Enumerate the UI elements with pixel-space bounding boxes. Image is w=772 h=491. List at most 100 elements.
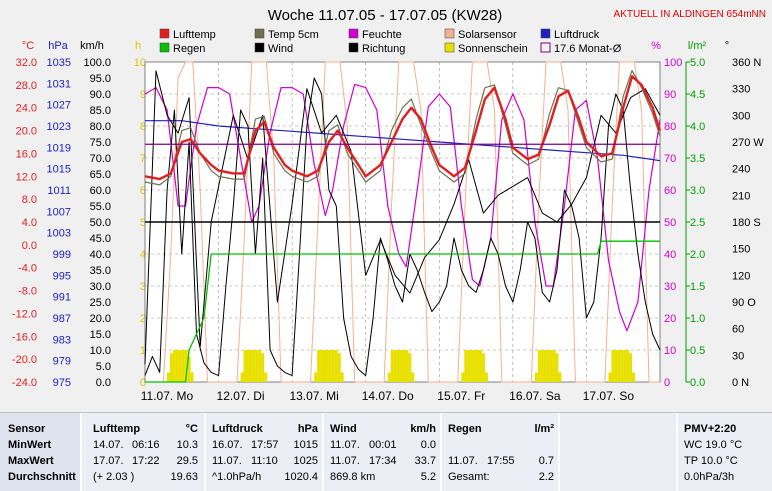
sun-tick-label: 1 [140,345,146,357]
pmv-header: PMV+2:20 [684,423,737,435]
wind-distance: 869.8 km [330,471,376,483]
x-tick-label: 14.07. Do [362,389,414,403]
sunshine-bar [617,350,621,382]
lufttemp-max-value: 29.5 [176,455,198,467]
plot-area [144,61,662,383]
sunshine-bar [240,372,244,382]
wind-min-date: 11.07. [330,439,360,451]
wind-tick-label: 35.0 [90,265,111,277]
sunshine-bar [393,350,397,382]
sunshine-bar [402,350,406,382]
luftdruck-max-value: 1025 [293,455,318,467]
wind-tick-label: 95.0 [90,73,111,85]
sunshine-bar [314,372,318,382]
rain-tick-label: 2.5 [690,217,705,229]
legend-label: Sonnenschein [458,43,528,55]
legend-label: Wind [268,43,293,55]
wind-tick-label: 100.0 [83,57,111,69]
legend-swatch [348,42,359,53]
rain-tick-label: 5.0 [690,57,705,69]
sun-tick-label: 7 [140,153,146,165]
legend: Lufttemp Temp 5cm Feuchte Solarsensor Luftdr… [159,28,622,55]
series-temp [144,75,662,181]
percent-tick-label: 60 [664,185,676,197]
sunshine-bar [172,350,176,382]
temp-tick-label: -8.0 [18,286,37,298]
sunshine-bar [470,350,474,382]
regen-max-value: 0.7 [538,455,554,467]
series-rain [145,240,660,383]
percent-tick-label: 30 [664,281,676,293]
sunshine-bar [317,350,321,382]
sunshine-bar [623,350,627,382]
pressure-tick-label: 995 [53,270,71,282]
sunshine-bar [328,350,332,382]
lufttemp-min-date: 14.07. [93,439,124,451]
sunshine-bar [555,353,559,382]
sunshine-bar [537,350,541,382]
luftdruck-max-time: 11:10 [251,455,278,467]
sunshine-bar [181,350,185,382]
series-dir [144,70,661,365]
temp-tick-label: 16.0 [16,148,37,160]
percent-tick-label: 70 [664,153,676,165]
x-tick-label: 15.07. Fr [437,389,485,403]
wind-tick-label: 65.0 [90,169,111,181]
sun-tick-label: 8 [140,121,146,133]
legend-swatch [254,42,265,53]
regen-max-date: 11.07. [448,455,478,467]
temp-tick-label: 8.0 [22,194,37,206]
rain-tick-label: 1.0 [690,313,705,325]
rain-tick-label: 2.0 [690,249,705,261]
sunshine-bar [411,372,415,382]
sun-tick-label: 10 [134,57,146,69]
sunshine-bar [387,372,391,382]
wind-avg-value: 5.2 [420,471,436,483]
sunshine-bar [629,353,633,382]
direction-tick-label: 120 [732,270,750,282]
sunshine-bar [481,353,485,382]
pmv-pressure-trend: 0.0hPa/3h [684,471,735,483]
lufttemp-unit: °C [185,423,198,435]
wind-axis-unit: km/h [80,40,104,52]
legend-label: Luftdruck [554,29,600,41]
direction-tick-label: 300 [732,110,750,122]
pressure-tick-label: 1015 [47,164,71,176]
sunshine-bar [178,350,182,382]
wind-tick-label: 5.0 [96,361,111,373]
percent-tick-label: 10 [664,345,676,357]
sunshine-bar [620,350,624,382]
wind-tick-label: 15.0 [90,329,111,341]
temp-tick-label: 28.0 [16,80,37,92]
direction-tick-label: 210 [732,190,750,202]
rain-tick-label: 0.0 [690,377,705,389]
x-tick-label: 13.07. Mi [289,389,338,403]
legend-label: Regen [173,43,205,55]
pressure-tick-label: 979 [53,356,71,368]
sunshine-bar [264,372,268,382]
pressure-tick-label: 1019 [47,142,71,154]
luftdruck-unit: hPa [297,423,318,435]
sunshine-bar [331,350,335,382]
sunshine-bar [246,350,250,382]
direction-tick-label: 240 [732,164,750,176]
direction-tick-label: 270 W [732,137,764,149]
luftdruck-trend: ^1.0hPa/h [212,471,262,483]
wind-header: Wind [330,423,357,435]
temp-tick-label: 0.0 [22,240,37,252]
legend-label: 17.6 Monat-Ø [554,43,622,55]
sunshine-bar [252,350,256,382]
legend-label: Richtung [362,43,405,55]
wind-min-time: 00:01 [369,439,397,451]
direction-tick-label: 360 N [732,57,761,69]
legend-label: Solarsensor [458,29,517,41]
regen-total-value: 2.2 [538,471,554,483]
luftdruck-min-time: 17:57 [251,439,279,451]
pressure-tick-label: 1011 [47,185,71,197]
temp-tick-label: 20.0 [16,126,37,138]
sunshine-bar [540,350,544,382]
wind-tick-label: 10.0 [90,345,111,357]
direction-tick-label: 330 [732,84,750,96]
sunshine-bar [187,356,191,382]
x-tick-label: 12.07. Di [217,389,265,403]
